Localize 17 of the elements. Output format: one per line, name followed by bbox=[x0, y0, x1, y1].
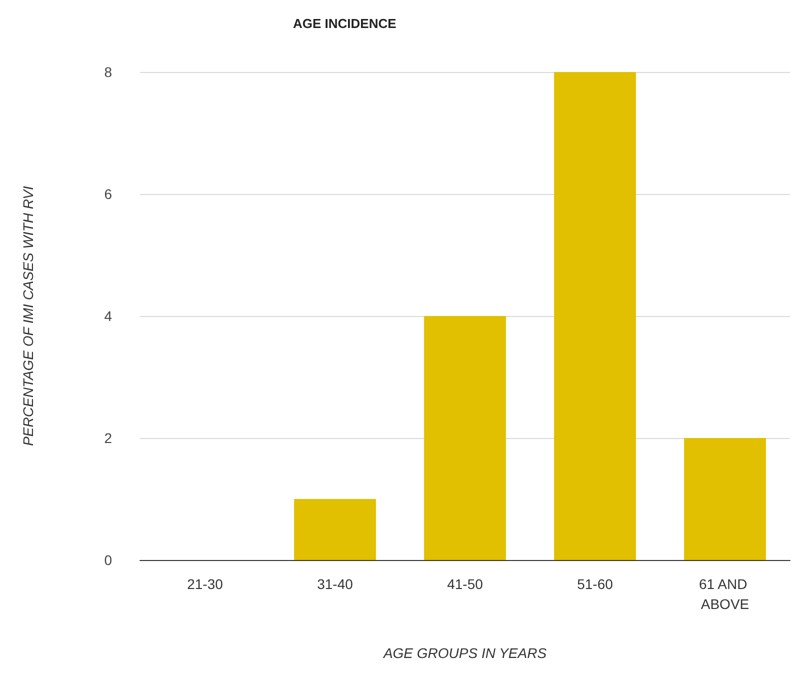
y-tick-label: 4 bbox=[104, 308, 112, 324]
x-tick-label: 41-50 bbox=[447, 576, 484, 592]
x-tick-label: 51-60 bbox=[577, 576, 614, 592]
bar bbox=[684, 438, 766, 560]
bar bbox=[554, 72, 636, 560]
chart-title: AGE INCIDENCE bbox=[293, 16, 397, 31]
bar bbox=[424, 316, 506, 560]
y-tick-label: 0 bbox=[104, 552, 112, 568]
x-tick-label: 21-30 bbox=[187, 576, 224, 592]
x-tick-label: 31-40 bbox=[317, 576, 354, 592]
y-tick-label: 6 bbox=[104, 186, 112, 202]
bar bbox=[294, 499, 376, 560]
x-axis-title: AGE GROUPS IN YEARS bbox=[382, 645, 548, 661]
y-axis-title: PERCENTAGE OF IMI CASES WITH RVI bbox=[20, 186, 36, 446]
y-tick-label: 8 bbox=[104, 64, 112, 80]
y-tick-label: 2 bbox=[104, 430, 112, 446]
x-tick-label: 61 AND ABOVE bbox=[698, 576, 752, 612]
